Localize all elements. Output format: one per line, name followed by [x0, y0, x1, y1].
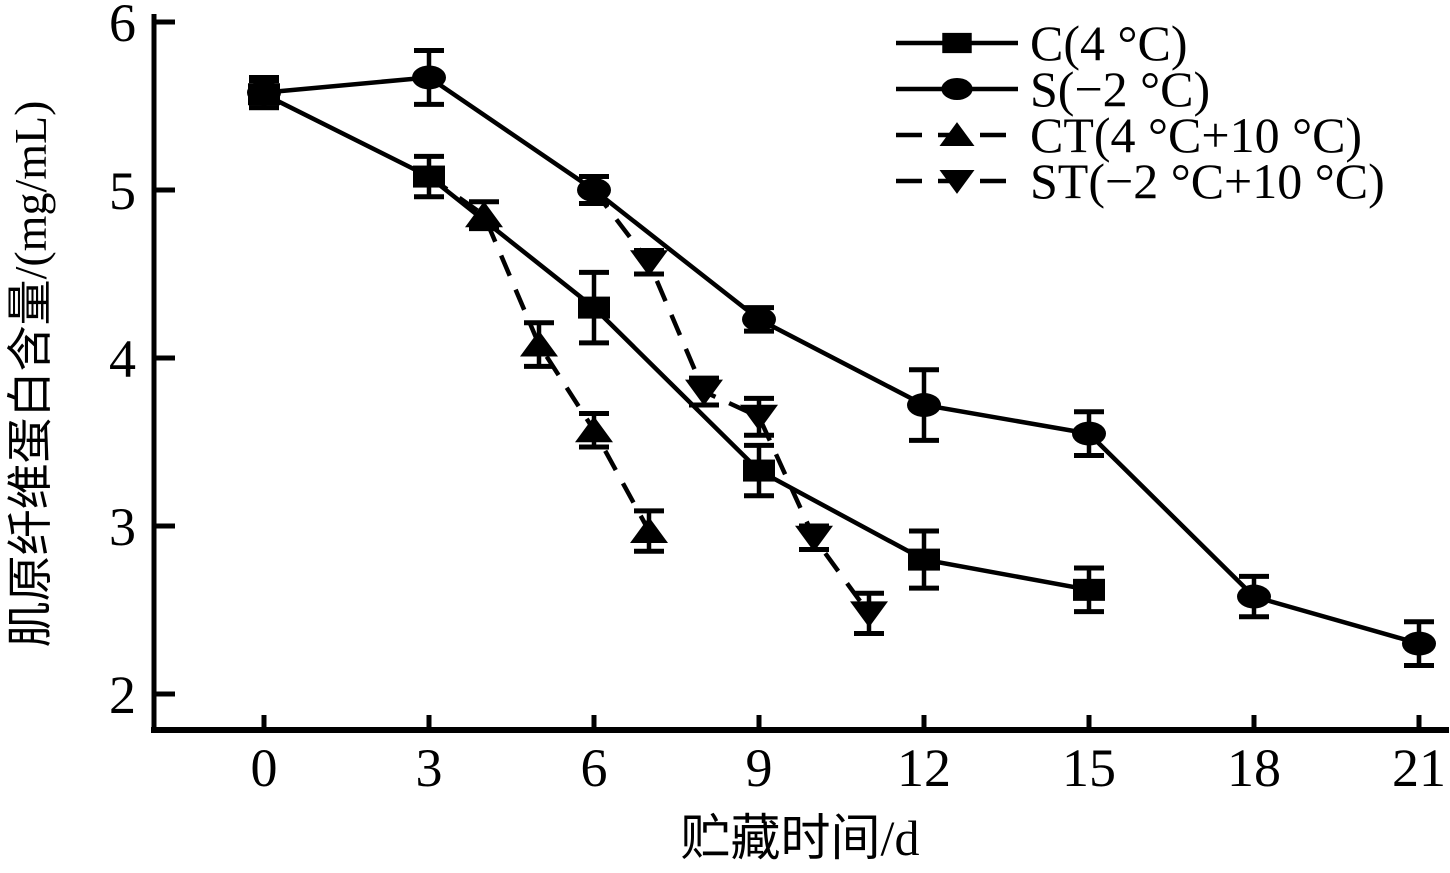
series-CT-line — [427, 174, 651, 533]
legend-triangle-up-marker — [939, 122, 975, 147]
legend-triangle-down-marker — [939, 169, 975, 194]
y-tick-label-2: 2 — [109, 665, 136, 725]
y-tick-label-4: 4 — [109, 329, 136, 389]
legend-label-CT: CT(4 °C+10 °C) — [1030, 107, 1362, 163]
series-C-line — [262, 92, 1090, 593]
triangle-down-marker-ST-day10 — [795, 525, 833, 552]
x-tick-label-18: 18 — [1227, 738, 1281, 798]
legend-item-S: S(−2 °C) — [896, 61, 1210, 117]
circle-marker-S-day3 — [412, 65, 446, 90]
x-tick-label-6: 6 — [581, 738, 608, 798]
square-marker-C-day6 — [578, 296, 610, 319]
circle-marker-S-day12 — [907, 393, 941, 418]
legend-item-ST: ST(−2 °C+10 °C) — [896, 153, 1385, 209]
x-tick-label-0: 0 — [251, 738, 278, 798]
circle-marker-S-day9 — [742, 307, 776, 332]
circle-marker-S-day21 — [1402, 631, 1436, 656]
legend-square-marker — [942, 32, 972, 54]
triangle-up-marker-CT-day5 — [520, 330, 558, 357]
square-marker-C-day15 — [1073, 578, 1105, 601]
triangle-down-marker-ST-day8 — [685, 379, 723, 406]
axes: 2 3 4 5 6 0 3 6 9 12 15 18 21 贮藏时间/d 肌原纤维蛋白含量/(mg/mL) — [5, 0, 1449, 866]
legend-item-CT: CT(4 °C+10 °C) — [896, 107, 1362, 163]
square-marker-C-day9 — [743, 459, 775, 482]
legend-label-ST: ST(−2 °C+10 °C) — [1030, 153, 1385, 209]
x-tick-label-21: 21 — [1392, 738, 1446, 798]
x-tick-label-12: 12 — [897, 738, 951, 798]
legend-label-C: C(4 °C) — [1030, 15, 1188, 71]
circle-marker-S-day18 — [1237, 584, 1271, 609]
series-S — [247, 48, 1436, 668]
square-marker-C-day12 — [908, 548, 940, 571]
x-tick-label-3: 3 — [416, 738, 443, 798]
x-tick-label-15: 15 — [1062, 738, 1116, 798]
triangle-up-marker-CT-day6 — [575, 416, 613, 443]
triangle-up-marker-CT-day7 — [630, 517, 668, 544]
x-axis-title: 贮藏时间/d — [681, 810, 920, 866]
y-axis-title: 肌原纤维蛋白含量/(mg/mL) — [5, 101, 56, 648]
triangle-up-marker-CT-day4 — [465, 201, 503, 228]
series-ST — [592, 188, 888, 637]
circle-marker-S-day0 — [247, 80, 281, 105]
legend-label-S: S(−2 °C) — [1030, 61, 1210, 117]
legend-item-C: C(4 °C) — [896, 15, 1188, 71]
circle-marker-S-day15 — [1072, 421, 1106, 446]
x-tick-label-9: 9 — [746, 738, 773, 798]
triangle-down-marker-ST-day9 — [740, 404, 778, 431]
triangle-down-marker-ST-day11 — [850, 601, 888, 628]
y-tick-label-6: 6 — [109, 0, 136, 53]
legend-circle-marker — [941, 77, 973, 101]
y-tick-label-5: 5 — [109, 161, 136, 221]
triangle-down-marker-ST-day7 — [630, 250, 668, 277]
legend: C(4 °C)S(−2 °C)CT(4 °C+10 °C)ST(−2 °C+10… — [896, 15, 1385, 209]
series-CT — [427, 174, 668, 554]
y-tick-label-3: 3 — [109, 497, 136, 557]
series-C — [248, 78, 1105, 615]
series-S-line — [263, 75, 1420, 646]
